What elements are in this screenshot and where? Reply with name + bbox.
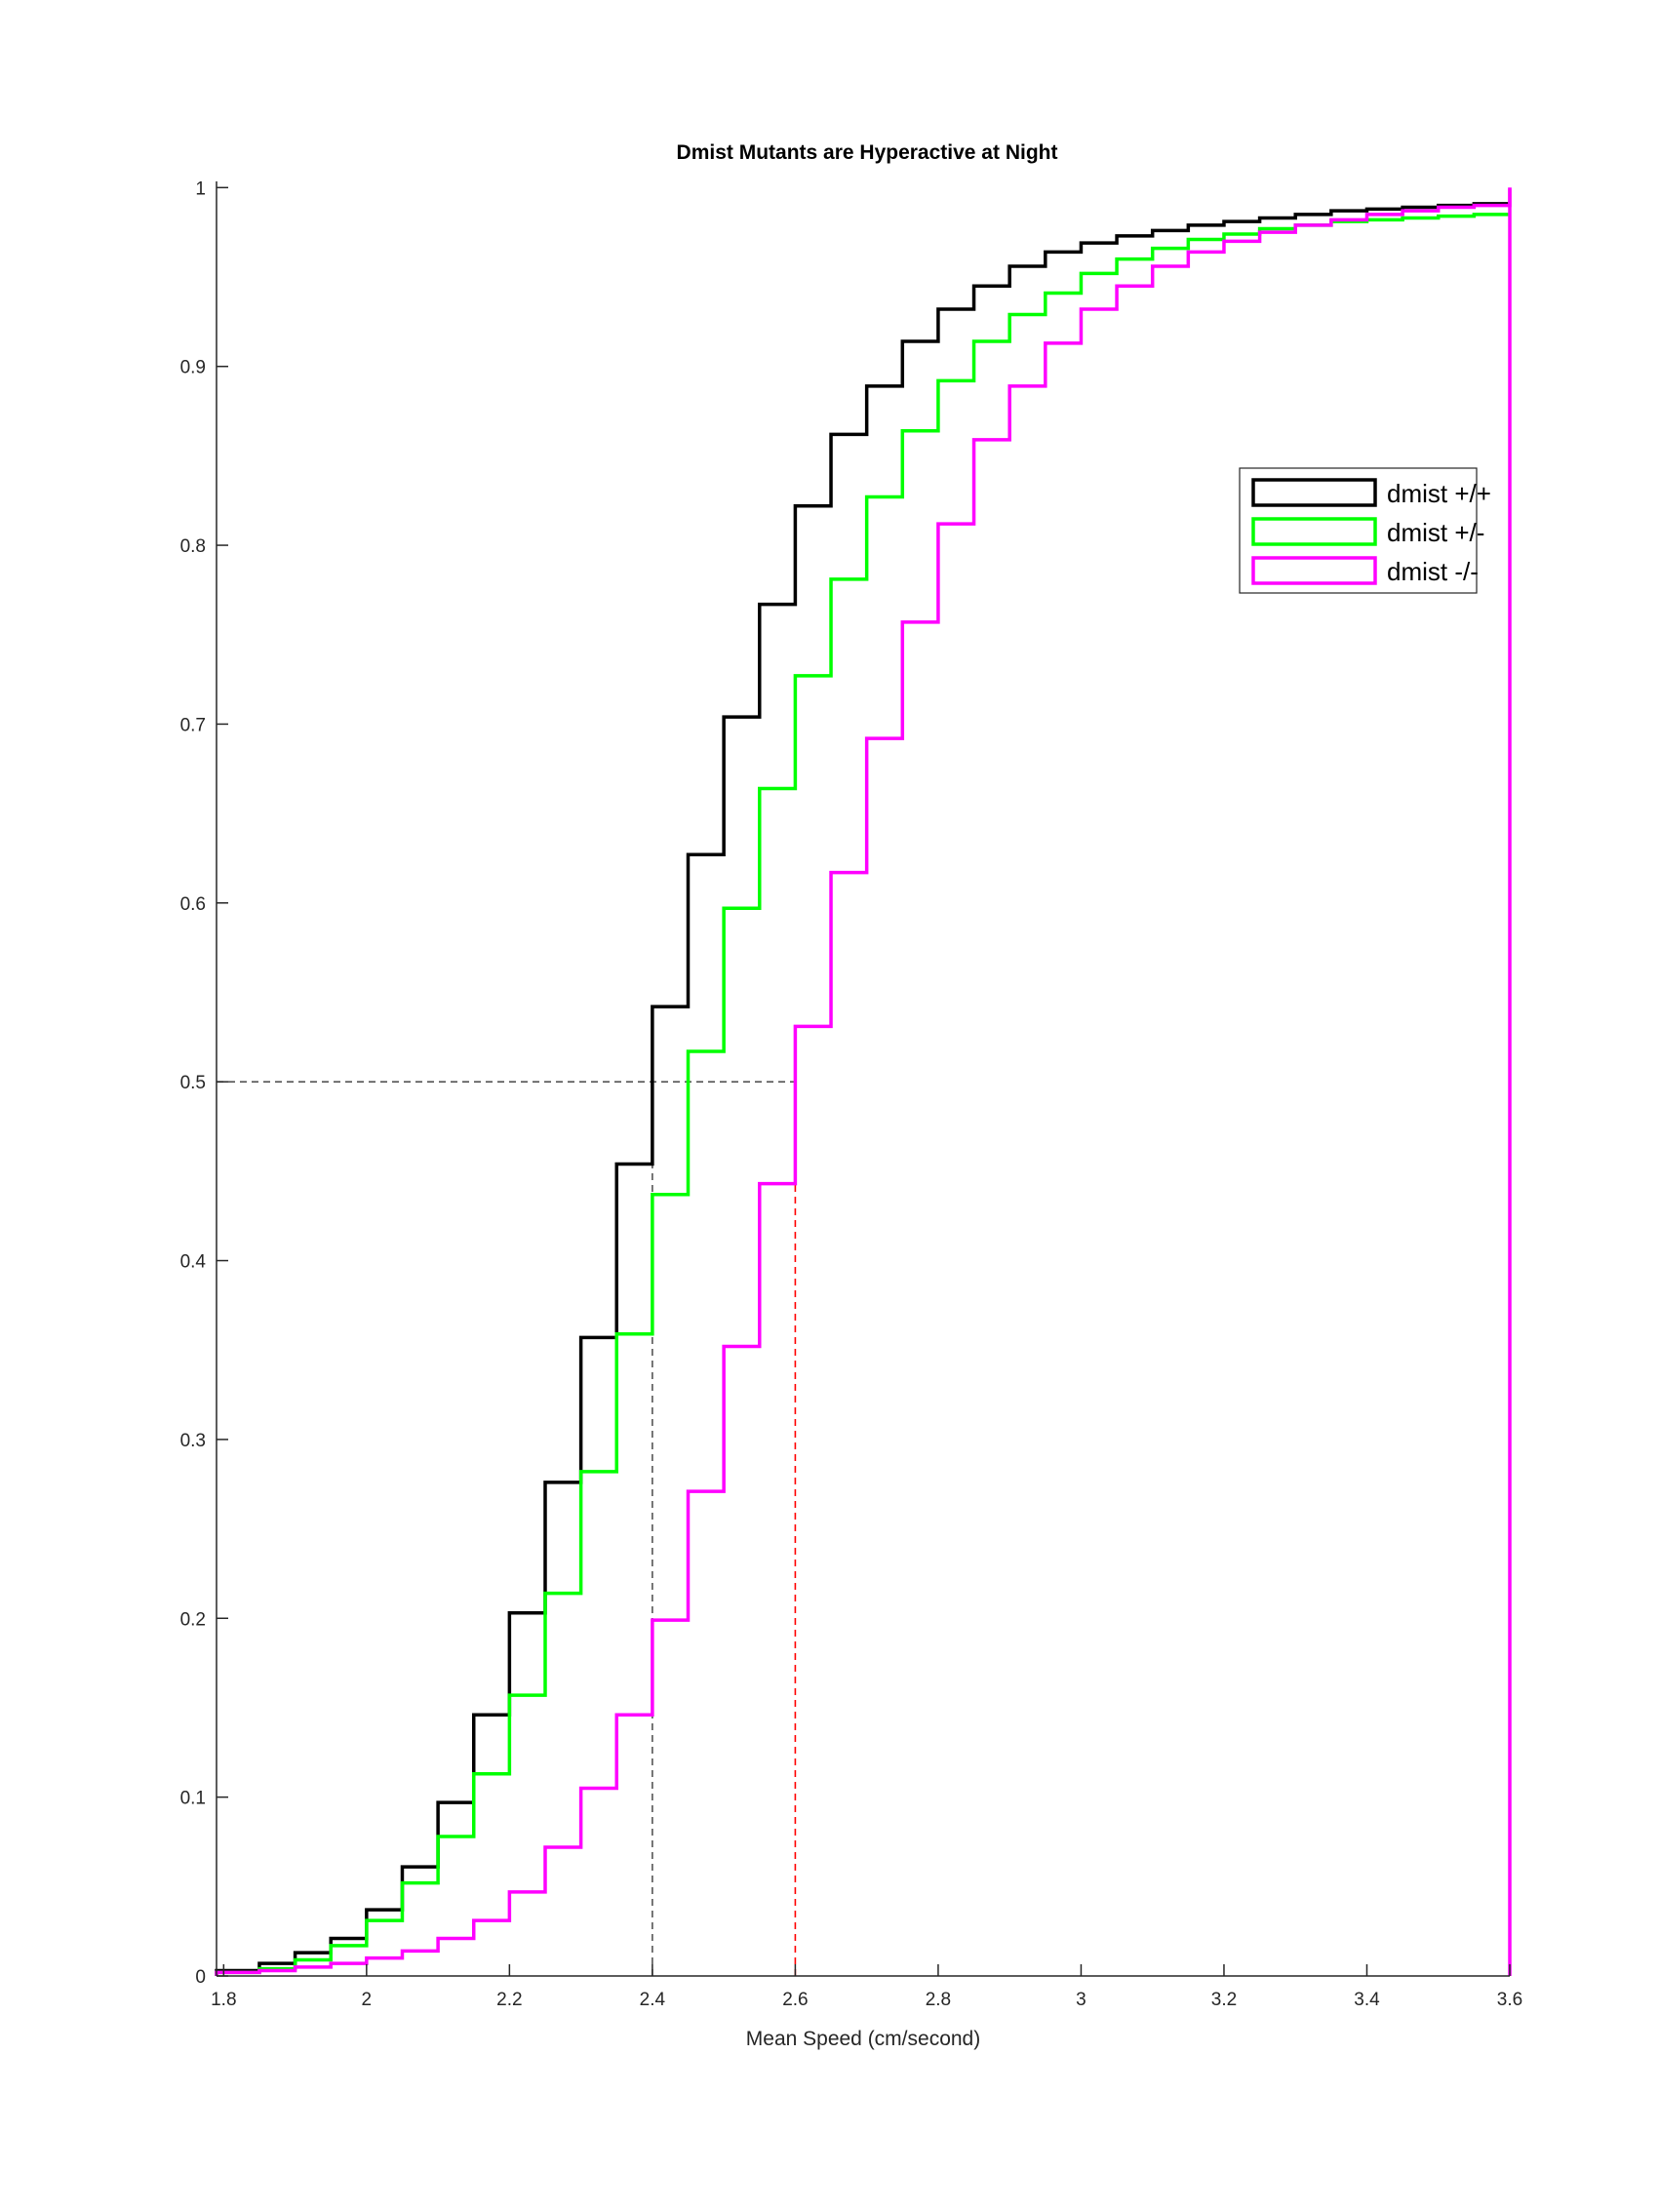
- y-tick-label: 0.9: [180, 358, 206, 378]
- legend-label-2: dmist +/-: [1387, 518, 1484, 547]
- reference-lines: [217, 1081, 797, 1976]
- y-ticks: 0 0.1 0.2 0.3 0.4 0.5 0.6 0.7 0.8 0.9 1: [180, 178, 228, 1988]
- x-axis-title: Mean Speed (cm/second): [746, 2028, 980, 2050]
- y-tick-label: 0.8: [180, 536, 206, 557]
- x-tick-label: 3.2: [1211, 1990, 1237, 2010]
- series-line-3: [215, 187, 1512, 1976]
- x-tick-label: 1.8: [211, 1990, 236, 2010]
- x-tick-label: 3.4: [1354, 1990, 1380, 2010]
- axes: [216, 181, 1510, 1977]
- x-ticks: 1.8 2 2.2 2.4 2.6 2.8 3 3.2 3.4 3.6: [211, 1964, 1522, 2010]
- x-tick-label: 2.4: [640, 1990, 666, 2010]
- x-tick-label: 2.6: [782, 1990, 808, 2010]
- y-tick-label: 1: [195, 178, 206, 199]
- x-tick-label: 2.2: [496, 1990, 522, 2010]
- series-layer: [215, 187, 1512, 1976]
- y-tick-label: 0.3: [180, 1431, 206, 1451]
- chart-title: Dmist Mutants are Hyperactive at Night: [677, 141, 1058, 164]
- y-tick-label: 0.7: [180, 715, 206, 735]
- legend-label-1: dmist +/+: [1387, 479, 1491, 508]
- y-tick-label: 0: [195, 1967, 206, 1988]
- y-tick-label: 0.6: [180, 894, 206, 915]
- x-tick-label: 3.6: [1497, 1990, 1522, 2010]
- legend-swatch-2: [1251, 517, 1377, 546]
- x-tick-label: 3: [1076, 1990, 1086, 2010]
- x-tick-label: 2: [362, 1990, 373, 2010]
- legend-swatch-1: [1251, 478, 1377, 507]
- legend-box: [1239, 467, 1478, 594]
- x-tick-label: 2.8: [926, 1990, 951, 2010]
- y-tick-label: 0.4: [180, 1252, 207, 1273]
- y-tick-label: 0.1: [180, 1789, 206, 1809]
- legend-label-3: dmist -/-: [1387, 557, 1479, 586]
- legend: dmist +/+ dmist +/- dmist -/-: [1239, 467, 1491, 594]
- legend-swatch-3: [1251, 556, 1377, 585]
- y-tick-label: 0.5: [180, 1073, 206, 1093]
- y-tick-label: 0.2: [180, 1609, 206, 1630]
